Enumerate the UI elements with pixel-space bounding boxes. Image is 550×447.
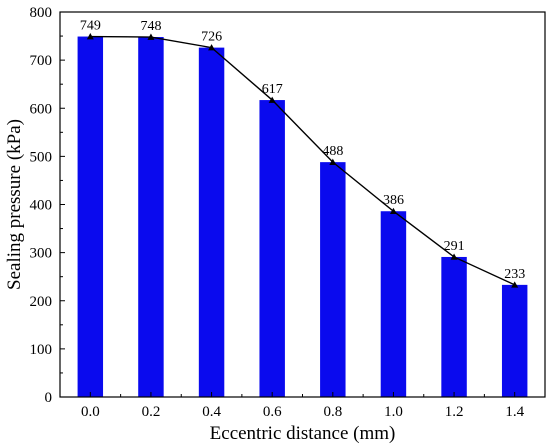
x-tick-label: 1.2: [445, 404, 464, 420]
data-label: 488: [322, 144, 343, 159]
x-tick-label: 0.4: [202, 404, 221, 420]
data-label: 726: [201, 30, 222, 45]
y-tick-label: 800: [30, 5, 53, 21]
bars-group: [77, 36, 528, 398]
data-label: 291: [444, 239, 465, 254]
x-tick-label: 0.2: [142, 404, 161, 420]
bar: [441, 256, 467, 397]
bar: [198, 47, 225, 398]
plot-frame: [59, 11, 546, 398]
y-tick-label: 100: [30, 342, 53, 358]
bar: [501, 284, 528, 397]
trend-marker: [511, 281, 519, 288]
bar: [380, 211, 407, 397]
x-tick-label: 1.4: [505, 404, 524, 420]
y-tick-label: 600: [30, 101, 53, 117]
x-tick-label: 0.8: [323, 404, 342, 420]
trend-marker: [450, 253, 458, 260]
y-tick-label: 0: [45, 390, 53, 406]
bar: [77, 36, 104, 397]
trend-marker: [389, 207, 397, 215]
y-tick-label: 200: [30, 294, 53, 310]
bar: [138, 37, 164, 398]
y-tick-label: 500: [30, 149, 53, 165]
x-tick-label: 0.6: [263, 404, 282, 420]
trend-marker: [208, 44, 216, 51]
trend-marker: [329, 158, 337, 165]
x-tick-label: 1.0: [384, 404, 403, 420]
trend-marker: [268, 96, 276, 103]
bar: [320, 162, 346, 397]
x-tick-label: 0.0: [81, 404, 100, 420]
axes-group: 0 100 200 300 400 500 600 700 800 0.0 0.2 0.4 0.6 0.8…: [30, 5, 546, 420]
trend-line-group: [86, 33, 519, 288]
data-label: 749: [80, 19, 101, 34]
data-label: 233: [504, 267, 525, 282]
y-tick-label: 400: [30, 198, 53, 214]
y-axis-title: Sealing pressure (kPa): [4, 119, 25, 290]
trend-marker: [86, 33, 94, 40]
y-tick-label: 700: [30, 53, 53, 69]
bar: [259, 100, 285, 397]
trend-marker: [147, 33, 155, 40]
y-tick-label: 300: [30, 246, 53, 262]
trend-line: [90, 35, 515, 286]
data-label: 386: [383, 193, 404, 208]
data-label: 617: [262, 82, 283, 97]
x-axis-title: Eccentric distance (mm): [210, 423, 396, 444]
data-label: 748: [140, 19, 161, 34]
data-labels-group: 749 748 726 617 488 386 291 233: [80, 19, 525, 282]
